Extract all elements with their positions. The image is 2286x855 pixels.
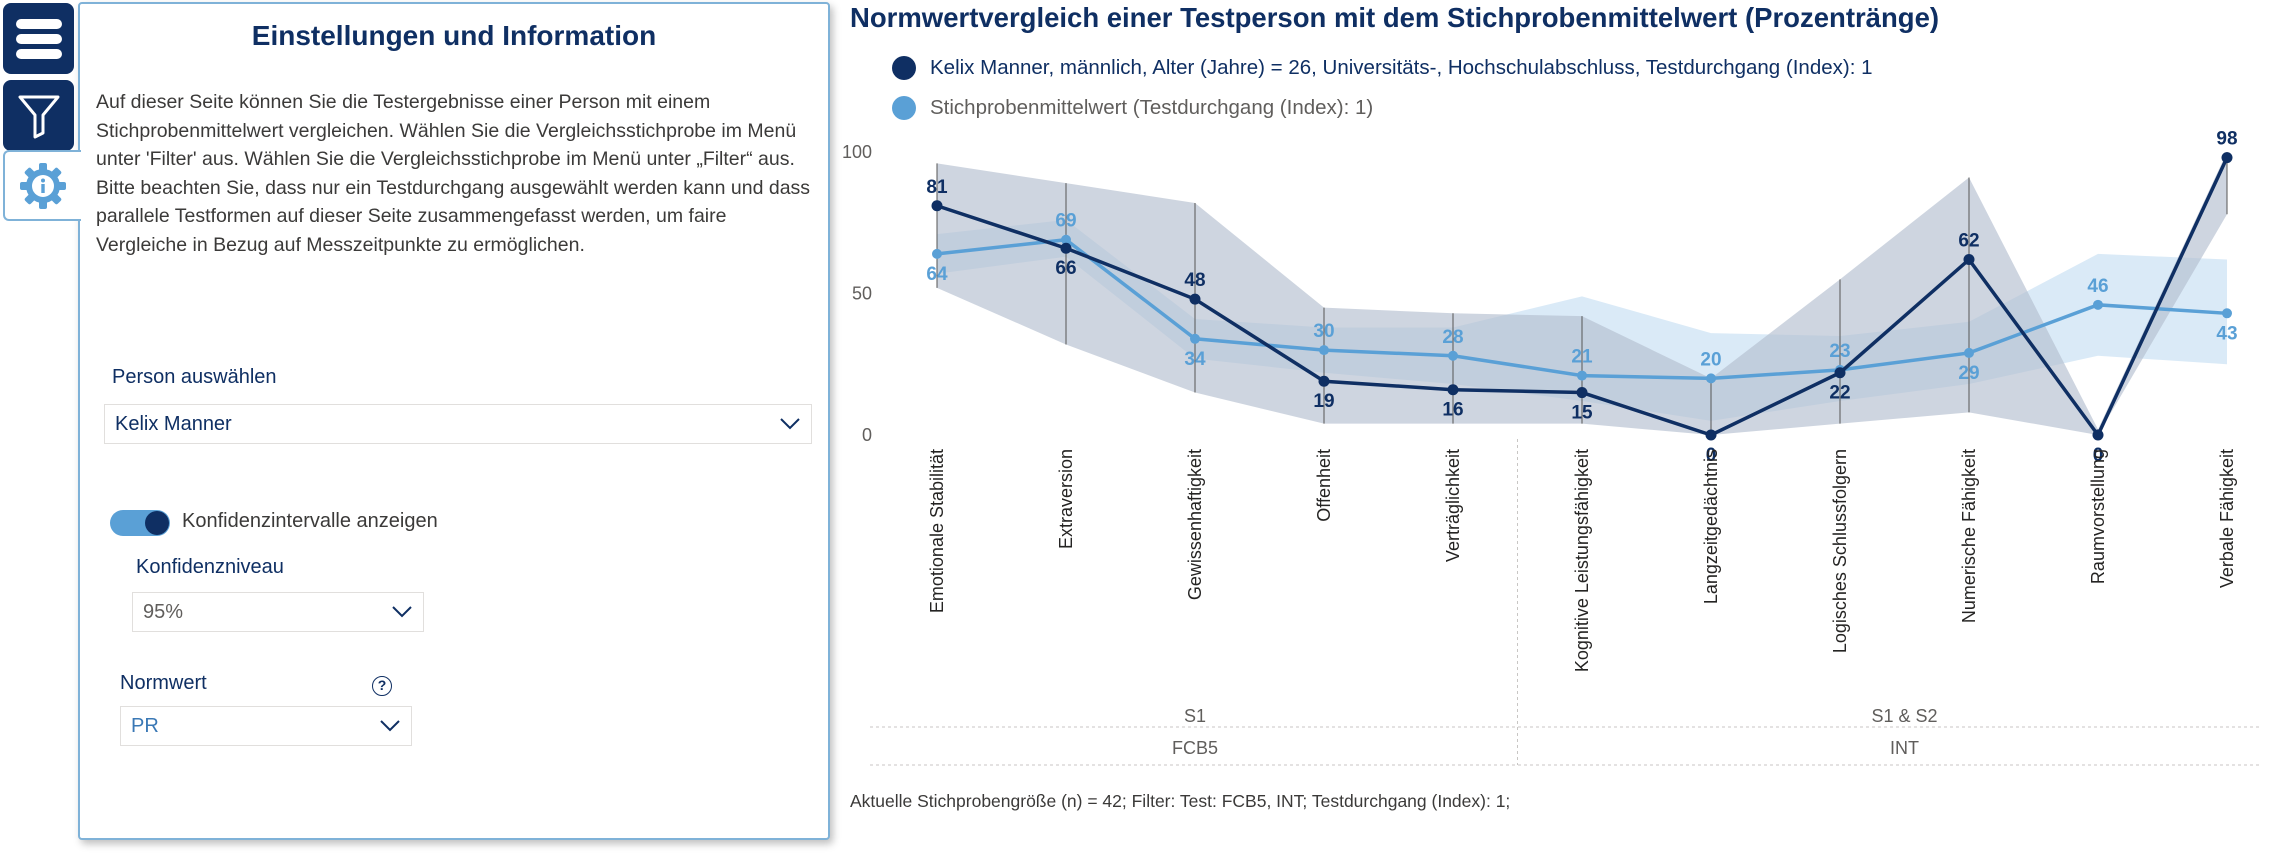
navigation-rail: [0, 0, 81, 855]
y-tick-label: 0: [862, 425, 872, 445]
data-point-person: [1834, 367, 1846, 379]
line-chart: 0 50 100 81 66 48 19 16 15 0 22 62 0 98 64 69 34 30 28 21 20…: [842, 130, 2260, 766]
ci-band-person: [937, 152, 2227, 435]
data-label-sample: 29: [1958, 363, 1979, 384]
data-point-sample: [1190, 333, 1200, 344]
menu-icon: [15, 18, 62, 59]
data-label-person: 98: [2216, 130, 2237, 150]
data-point-sample: [1577, 370, 1587, 381]
y-tick-label: 50: [852, 284, 872, 304]
person-select[interactable]: Kelix Manner: [104, 404, 812, 444]
panel-title: Einstellungen und Information: [251, 20, 657, 51]
data-point-sample: [932, 248, 942, 259]
settings-info-icon: [20, 162, 66, 209]
data-label-person: 16: [1442, 400, 1463, 421]
data-point-sample: [1061, 234, 1071, 245]
data-label-sample: 23: [1829, 341, 1850, 362]
data-label-person: 22: [1829, 383, 1850, 404]
data-label-sample: 21: [1571, 347, 1593, 368]
person-label: Person auswählen: [112, 366, 277, 388]
data-point-person: [1060, 242, 1072, 254]
data-point-sample: [2093, 299, 2103, 310]
group-label: INT: [1890, 738, 1919, 758]
data-label-sample: 64: [926, 264, 948, 285]
x-tick-label: Gewissenhaftigkeit: [1185, 449, 1205, 600]
data-label-person: 19: [1313, 391, 1334, 412]
footer-info: Aktuelle Stichprobengröße (n) = 42; Filt…: [850, 791, 1511, 811]
person-select-value: Kelix Manner: [115, 412, 232, 435]
settings-info-button[interactable]: [3, 150, 81, 221]
data-point-sample: [1964, 347, 1974, 358]
data-label-person: 0: [1706, 445, 1717, 466]
y-tick-label: 100: [842, 142, 872, 162]
x-tick-label: Extraversion: [1056, 449, 1076, 549]
legend-marker-person: [892, 56, 916, 80]
chevron-down-icon: [392, 606, 412, 618]
x-tick-label: Verträglichkeit: [1443, 449, 1463, 562]
x-tick-label: Emotionale Stabilität: [927, 449, 947, 613]
legend-label-person: Kelix Manner, männlich, Alter (Jahre) = …: [930, 56, 1873, 79]
data-label-sample: 34: [1184, 349, 1206, 370]
data-label-person: 0: [2093, 445, 2104, 466]
data-point-sample: [2222, 308, 2232, 319]
data-point-person: [1447, 384, 1459, 396]
x-tick-label: Logisches Schlussfolgern: [1830, 449, 1850, 653]
data-label-sample: 30: [1313, 321, 1334, 342]
data-label-sample: 20: [1700, 349, 1721, 370]
data-label-sample: 69: [1055, 211, 1076, 232]
subgroup-label: S1: [1184, 706, 1206, 726]
data-label-person: 48: [1184, 270, 1205, 291]
data-label-person: 15: [1571, 403, 1593, 424]
subgroup-label: S1 & S2: [1871, 706, 1937, 726]
confidence-select-value: 95%: [143, 600, 184, 623]
data-point-person: [1189, 293, 1201, 305]
help-icon[interactable]: ?: [372, 676, 392, 696]
confidence-select[interactable]: 95%: [132, 592, 424, 632]
x-tick-label: Verbale Fähigkeit: [2217, 449, 2237, 588]
filter-button[interactable]: [3, 80, 74, 151]
legend-label-sample: Stichprobenmittelwert (Testdurchgang (In…: [930, 96, 1374, 119]
data-point-person: [2221, 152, 2233, 164]
legend-item-sample[interactable]: Stichprobenmittelwert (Testdurchgang (In…: [892, 96, 1373, 120]
data-point-person: [2092, 429, 2104, 441]
x-tick-label: Raumvorstellung: [2088, 449, 2108, 584]
data-point-person: [1576, 387, 1588, 399]
data-point-person: [1705, 429, 1717, 441]
chevron-down-icon: [380, 720, 400, 732]
norm-select[interactable]: PR: [120, 706, 412, 746]
x-tick-label: Offenheit: [1314, 449, 1334, 522]
chevron-down-icon: [780, 418, 800, 430]
chart-title: Normwertvergleich einer Testperson mit d…: [850, 2, 1940, 33]
confidence-label: Konfidenzniveau: [136, 556, 284, 578]
x-tick-label: Numerische Fähigkeit: [1959, 449, 1979, 623]
data-point-sample: [1706, 373, 1716, 384]
panel-description: Auf dieser Seite können Sie die Testerge…: [96, 91, 811, 256]
menu-button[interactable]: [3, 3, 74, 74]
confidence-toggle[interactable]: [110, 510, 170, 536]
data-point-person: [1318, 375, 1330, 387]
legend-marker-sample: [892, 96, 916, 120]
norm-select-value: PR: [131, 714, 159, 737]
legend-item-person[interactable]: Kelix Manner, männlich, Alter (Jahre) = …: [892, 56, 1873, 80]
data-label-person: 66: [1055, 258, 1076, 279]
x-tick-label: Langzeitgedächtnis: [1701, 449, 1721, 604]
data-point-sample: [1319, 345, 1329, 356]
data-label-person: 62: [1958, 231, 1979, 252]
data-point-sample: [1448, 350, 1458, 361]
data-label-sample: 43: [2216, 323, 2237, 344]
x-tick-label: Kognitive Leistungsfähigkeit: [1572, 449, 1592, 672]
data-point-person: [1963, 254, 1975, 266]
data-label-person: 81: [926, 177, 948, 198]
toggle-label: Konfidenzintervalle anzeigen: [182, 510, 438, 532]
norm-label: Normwert: [120, 672, 207, 694]
settings-panel: Einstellungen und Information Auf dieser…: [78, 2, 830, 840]
data-point-person: [931, 200, 943, 212]
filter-icon: [18, 95, 59, 138]
data-label-sample: 28: [1442, 327, 1463, 348]
group-label: FCB5: [1172, 738, 1218, 758]
data-label-sample: 46: [2087, 276, 2108, 297]
